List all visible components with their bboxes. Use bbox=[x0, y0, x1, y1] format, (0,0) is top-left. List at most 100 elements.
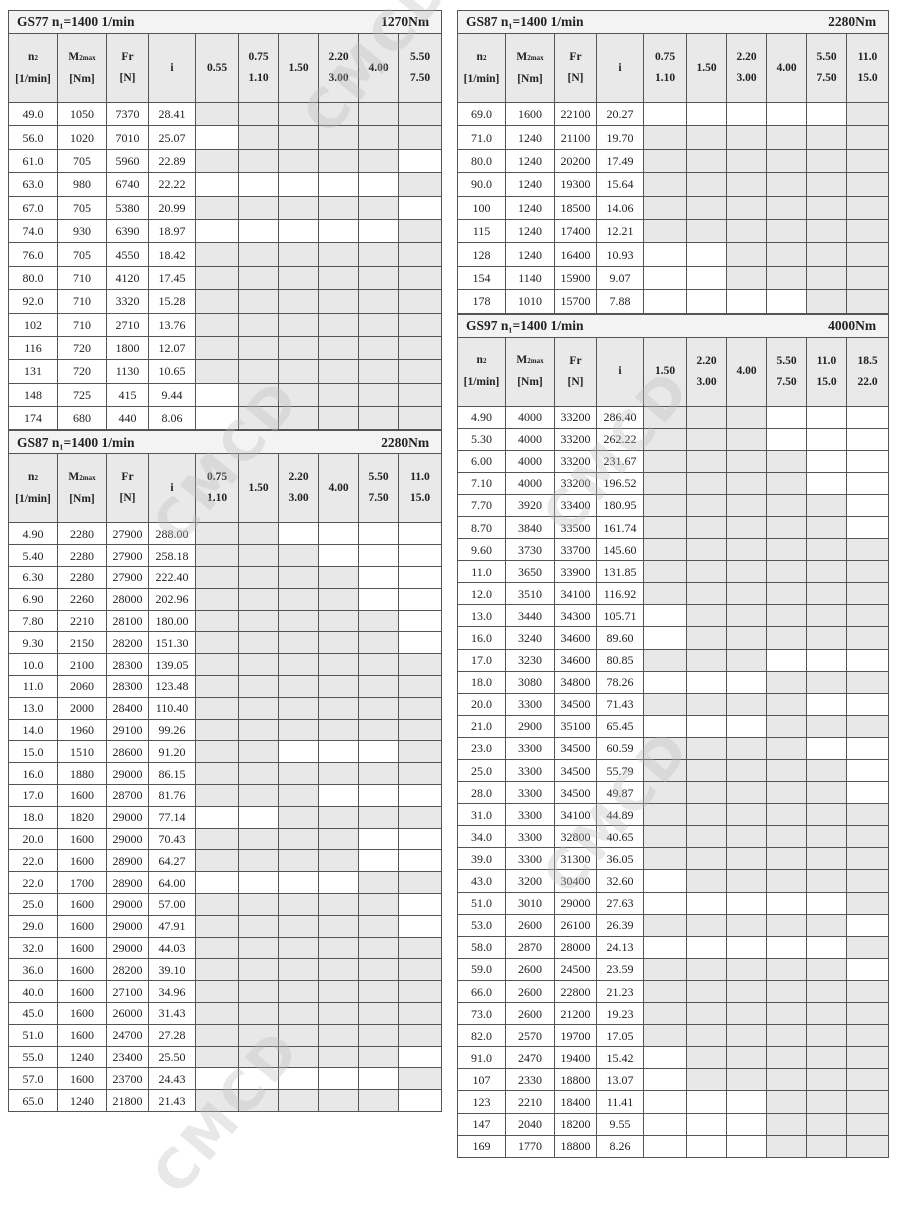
ratio-cell: 21.23 bbox=[596, 979, 644, 1004]
shaded-power-cell bbox=[195, 312, 239, 337]
ratio-cell: 286.40 bbox=[596, 405, 644, 429]
shaded-power-cell bbox=[397, 675, 443, 698]
shaded-power-cell bbox=[278, 675, 319, 698]
shaded-power-cell bbox=[195, 359, 239, 384]
shaded-power-cell bbox=[726, 626, 767, 650]
shaded-power-cell bbox=[318, 566, 359, 589]
table-row: 148 725 415 9.44 bbox=[8, 382, 443, 408]
power-value: 1.50 bbox=[248, 481, 269, 494]
ratio-cell: 123.48 bbox=[148, 675, 196, 698]
shaded-power-cell bbox=[806, 515, 847, 540]
shaded-power-cell bbox=[238, 740, 279, 764]
table-row: 21.0 2900 35100 65.45 bbox=[457, 714, 890, 738]
ratio-cell: 60.59 bbox=[596, 736, 644, 761]
shaded-power-cell bbox=[358, 653, 399, 677]
shaded-power-cell bbox=[318, 265, 359, 291]
shaded-power-cell bbox=[806, 1090, 847, 1114]
power-value: 3.00 bbox=[696, 375, 717, 388]
shaded-power-cell bbox=[686, 405, 727, 429]
fr-cell: 27100 bbox=[106, 980, 149, 1003]
table-row: 23.0 3300 34500 60.59 bbox=[457, 736, 890, 761]
shaded-power-cell bbox=[806, 869, 847, 893]
table-row: 22.0 1600 28900 64.27 bbox=[8, 849, 443, 873]
right-column: GS87 n₁=1400 1/min 2280Nm n2 [1/min] M2max [N… bbox=[456, 10, 890, 1158]
shaded-power-cell bbox=[845, 265, 890, 291]
shaded-power-cell bbox=[686, 449, 727, 473]
n2-cell: 25.0 bbox=[8, 893, 58, 916]
shaded-power-cell bbox=[358, 359, 399, 384]
fr-cell: 33200 bbox=[554, 449, 597, 473]
shaded-power-cell bbox=[195, 522, 239, 546]
shaded-power-cell bbox=[806, 582, 847, 606]
empty-power-cell bbox=[806, 471, 847, 495]
shaded-power-cell bbox=[766, 172, 807, 197]
shaded-power-cell bbox=[726, 781, 767, 805]
empty-power-cell bbox=[397, 631, 443, 655]
shaded-power-cell bbox=[845, 538, 890, 562]
m2max-cell: 705 bbox=[57, 148, 107, 174]
fr-cell: 29000 bbox=[106, 762, 149, 786]
shaded-power-cell bbox=[686, 148, 727, 174]
fr-cell: 32800 bbox=[554, 825, 597, 849]
empty-power-cell bbox=[806, 405, 847, 429]
fr-cell: 22100 bbox=[554, 101, 597, 127]
ratio-cell: 28.41 bbox=[148, 101, 196, 127]
ratio-cell: 180.00 bbox=[148, 609, 196, 633]
shaded-power-cell bbox=[643, 427, 687, 451]
shaded-power-cell bbox=[643, 515, 687, 540]
shaded-power-cell bbox=[278, 312, 319, 337]
fr-cell: 29000 bbox=[106, 914, 149, 938]
fr-cell: 28300 bbox=[106, 653, 149, 677]
power-value: 2.20 bbox=[696, 354, 717, 367]
header-fr: Fr [N] bbox=[106, 453, 149, 524]
shaded-power-cell bbox=[278, 125, 319, 150]
power-value: 15.0 bbox=[409, 492, 431, 505]
fr-cell: 7370 bbox=[106, 101, 149, 127]
ratio-cell: 25.07 bbox=[148, 125, 196, 150]
shaded-power-cell bbox=[278, 1045, 319, 1069]
shaded-power-cell bbox=[643, 172, 687, 197]
shaded-power-cell bbox=[806, 825, 847, 849]
shaded-power-cell bbox=[195, 740, 239, 764]
table-row: 8.70 3840 33500 161.74 bbox=[457, 515, 890, 540]
fr-cell: 29000 bbox=[106, 827, 149, 851]
power-value: 4.00 bbox=[776, 61, 797, 74]
shaded-power-cell bbox=[686, 218, 727, 244]
fr-cell: 21200 bbox=[554, 1002, 597, 1026]
m2max-cell: 710 bbox=[57, 265, 107, 291]
m2max-cell: 2060 bbox=[57, 675, 107, 698]
n2-cell: 82.0 bbox=[457, 1024, 506, 1048]
n2-cell: 18.0 bbox=[8, 805, 58, 829]
shaded-power-cell bbox=[726, 582, 767, 606]
header-n2: n2 [1/min] bbox=[8, 453, 58, 524]
table-row: 32.0 1600 29000 44.03 bbox=[8, 936, 443, 960]
power-value: 5.50 bbox=[776, 354, 797, 367]
table-row: 58.0 2870 28000 24.13 bbox=[457, 935, 890, 959]
fr-cell: 33900 bbox=[554, 560, 597, 584]
header-power-kw: 2.20 3.00 bbox=[318, 33, 359, 103]
empty-power-cell bbox=[318, 522, 359, 546]
empty-power-cell bbox=[318, 172, 359, 197]
shaded-power-cell bbox=[238, 936, 279, 960]
empty-power-cell bbox=[358, 218, 399, 244]
shaded-power-cell bbox=[643, 195, 687, 220]
shaded-power-cell bbox=[195, 566, 239, 589]
empty-power-cell bbox=[643, 670, 687, 694]
m2max-cell: 1600 bbox=[57, 914, 107, 938]
fr-cell: 18800 bbox=[554, 1134, 597, 1158]
ratio-cell: 222.40 bbox=[148, 566, 196, 589]
shaded-power-cell bbox=[238, 827, 279, 851]
fr-cell: 22800 bbox=[554, 979, 597, 1004]
empty-power-cell bbox=[726, 935, 767, 959]
shaded-power-cell bbox=[358, 289, 399, 314]
shaded-power-cell bbox=[358, 265, 399, 291]
empty-power-cell bbox=[806, 101, 847, 127]
shaded-power-cell bbox=[358, 675, 399, 698]
n2-unit: [1/min] bbox=[15, 492, 51, 505]
m2max-cell: 2280 bbox=[57, 566, 107, 589]
shaded-power-cell bbox=[686, 803, 727, 827]
table-row: 25.0 1600 29000 57.00 bbox=[8, 893, 443, 916]
header-power-kw: 0.75 1.10 bbox=[643, 33, 687, 103]
header-power-kw: 1.50 bbox=[278, 33, 319, 103]
shaded-power-cell bbox=[643, 582, 687, 606]
